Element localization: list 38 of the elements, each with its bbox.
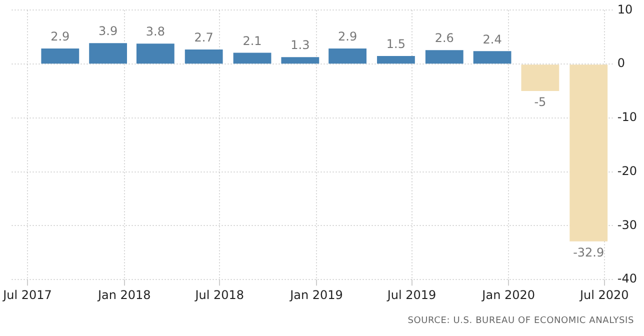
y-tick-label: -30 (617, 218, 638, 232)
x-tick-label: Jan 2018 (96, 288, 151, 302)
data-label: -32.9 (573, 245, 604, 260)
bar (521, 64, 560, 92)
data-label: 2.9 (50, 30, 70, 44)
data-label: 2.1 (242, 34, 262, 48)
y-tick-label: 10 (617, 2, 633, 16)
data-label: 2.9 (338, 30, 358, 44)
x-tick-label: Jul 2017 (2, 288, 52, 302)
y-tick-label: 0 (617, 56, 626, 70)
data-label: 2.6 (434, 31, 454, 46)
bar (281, 57, 320, 64)
data-label: -5 (534, 95, 546, 110)
bar (570, 64, 608, 242)
y-tick-label: -20 (617, 164, 638, 178)
data-label: 3.8 (146, 24, 165, 39)
bar (136, 44, 174, 64)
bar (233, 52, 272, 64)
bar (328, 48, 366, 64)
data-label: 3.9 (98, 24, 118, 38)
bar (377, 56, 415, 64)
data-label: 1.5 (386, 37, 406, 52)
data-label: 1.3 (290, 38, 310, 52)
source-note: SOURCE: U.S. BUREAU OF ECONOMIC ANALYSIS (408, 316, 634, 326)
bar (473, 51, 512, 64)
y-tick-label: -40 (617, 272, 638, 286)
bar (41, 48, 80, 64)
bar (89, 43, 127, 64)
x-tick-label: Jan 2020 (481, 288, 536, 302)
x-tick-label: Jul 2020 (578, 288, 629, 302)
bar (425, 50, 464, 64)
data-label: 2.7 (194, 30, 214, 45)
x-tick-label: Jul 2018 (194, 288, 244, 302)
data-label: 2.4 (482, 32, 502, 46)
bar (184, 50, 223, 64)
y-tick-label: -10 (617, 110, 638, 124)
x-tick-label: Jan 2019 (289, 288, 343, 302)
x-tick-label: Jul 2019 (386, 288, 436, 302)
